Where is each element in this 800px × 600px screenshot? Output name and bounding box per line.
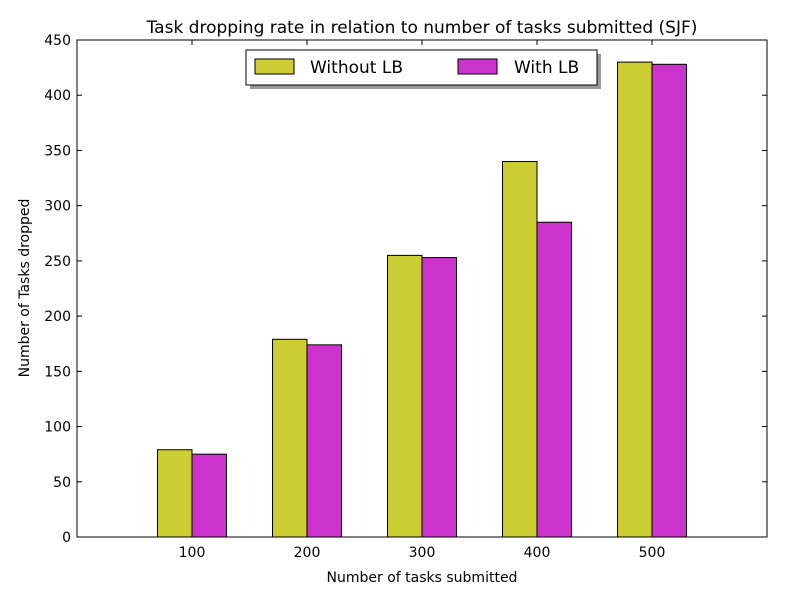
legend-swatch-with-lb xyxy=(457,58,498,75)
bar-with-lb-200 xyxy=(306,344,342,538)
bar-with-lb-500 xyxy=(651,63,687,538)
bar-without-lb-300 xyxy=(387,254,423,538)
x-tick-label: 500 xyxy=(639,545,666,561)
x-tick-label: 200 xyxy=(294,545,321,561)
y-tick-label: 250 xyxy=(44,254,71,270)
y-tick-label: 50 xyxy=(53,475,71,491)
y-tick-label: 400 xyxy=(44,88,71,104)
y-tick-label: 450 xyxy=(44,33,71,49)
bar-without-lb-100 xyxy=(157,449,193,538)
bar-without-lb-200 xyxy=(272,338,308,538)
y-tick-label: 350 xyxy=(44,143,71,159)
legend-label-with-lb: With LB xyxy=(514,58,579,78)
bar-with-lb-300 xyxy=(421,257,457,538)
bar-without-lb-500 xyxy=(617,61,653,538)
ticks-layer: 100 200 300 400 500 0 50 100 150 200 250 300 350 400 4… xyxy=(44,33,767,561)
x-tick-label: 400 xyxy=(524,545,551,561)
y-tick-label: 300 xyxy=(44,199,71,215)
y-tick-label: 100 xyxy=(44,420,71,436)
y-tick-label: 0 xyxy=(62,530,71,546)
legend-box xyxy=(245,49,598,86)
bar-with-lb-100 xyxy=(191,453,227,538)
x-tick-label: 100 xyxy=(179,545,206,561)
bar-with-lb-400 xyxy=(536,221,572,538)
bar-without-lb-400 xyxy=(502,160,538,538)
y-tick-label: 200 xyxy=(44,309,71,325)
x-axis-label: Number of tasks submitted xyxy=(327,570,518,586)
y-tick-label: 150 xyxy=(44,364,71,380)
bars-layer xyxy=(157,61,687,538)
legend: Without LB With LB xyxy=(245,49,601,89)
legend-swatch-without-lb xyxy=(254,58,295,75)
y-axis-label: Number of Tasks dropped xyxy=(17,199,33,378)
x-tick-label: 300 xyxy=(409,545,436,561)
chart-title: Task dropping rate in relation to number… xyxy=(146,18,698,38)
legend-label-without-lb: Without LB xyxy=(310,58,403,78)
